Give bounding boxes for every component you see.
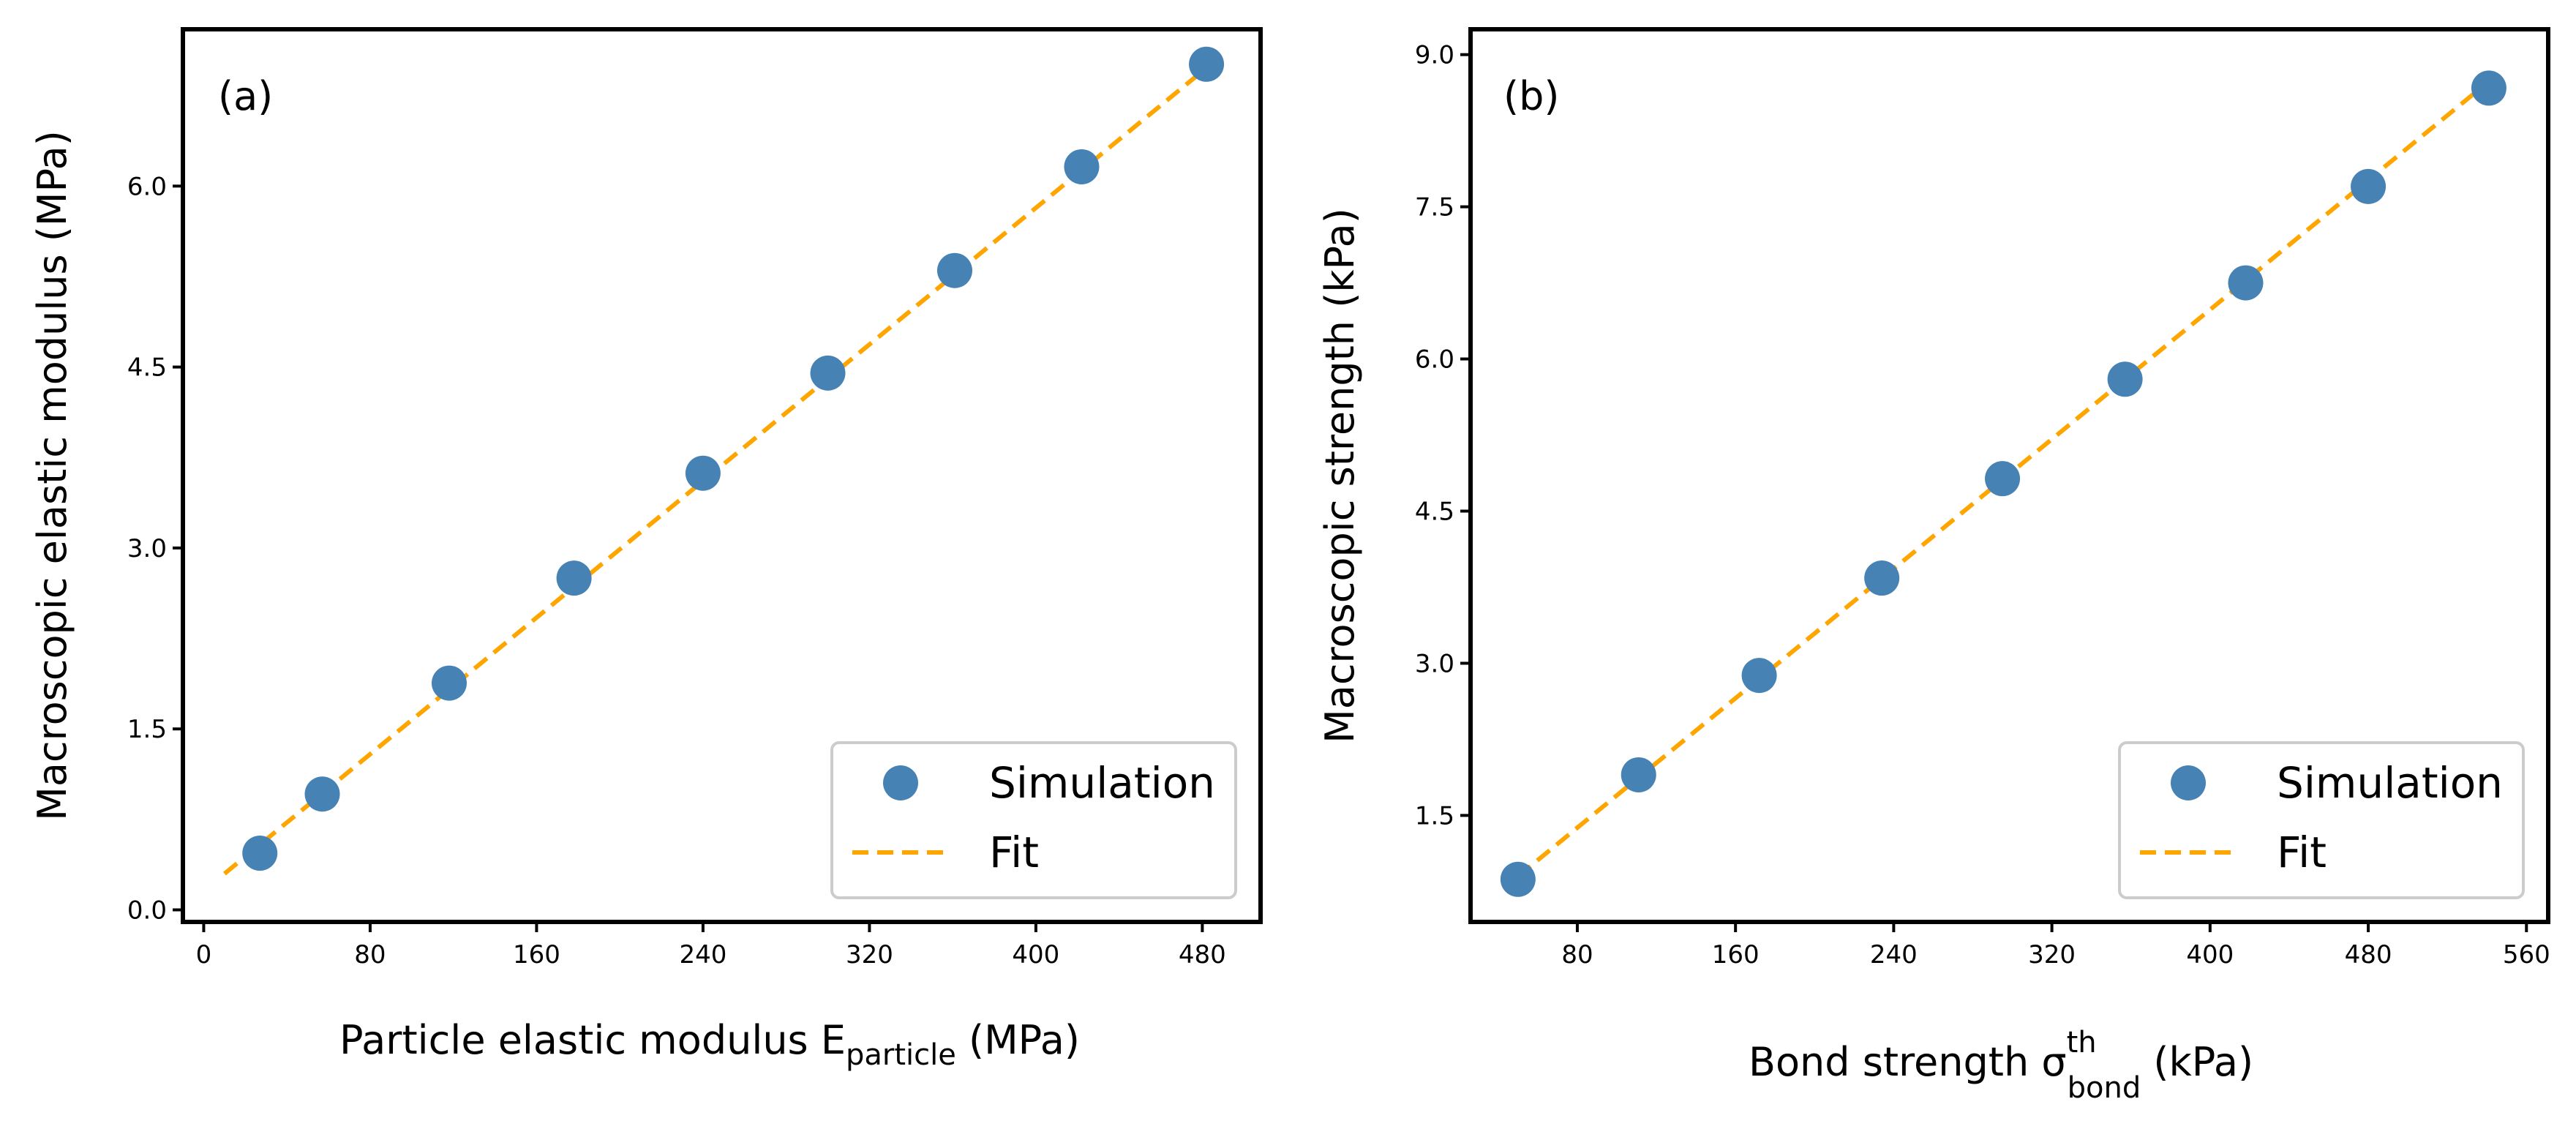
y-tick-label: 1.5 (1415, 801, 1454, 830)
plot-frame (1468, 27, 2550, 924)
y-tick-label: 9.0 (1415, 41, 1454, 70)
x-tick-label: 240 (679, 940, 726, 969)
x-tick-label: 160 (1712, 940, 1760, 969)
y-tick-label: 4.5 (127, 353, 167, 383)
simulation-point (2107, 361, 2143, 397)
legend: Simulation Fit (830, 741, 1237, 899)
y-tick-label: 1.5 (127, 715, 167, 744)
y-tick-label: 6.0 (1415, 345, 1454, 375)
legend-simulation-marker (883, 765, 918, 800)
x-tick-label: 480 (2345, 940, 2392, 969)
x-tick-label: 0 (196, 940, 212, 969)
simulation-point (304, 776, 340, 812)
y-axis-title: Macroscopic elastic modulus (MPa) (29, 130, 75, 821)
x-tick-label: 320 (846, 940, 893, 969)
x-tick-label: 560 (2503, 940, 2550, 969)
x-axis-title: Particle elastic modulus Eparticle (MPa) (339, 1017, 1080, 1072)
panel-a: 0 80 160 240 320 400 480 0.0 1.5 3.0 4.5 6.0 (a) P… (29, 27, 1263, 1072)
y-tick-label: 7.5 (1415, 193, 1454, 222)
simulation-point (2228, 265, 2264, 301)
x-tick-label: 400 (1012, 940, 1059, 969)
x-ticks: 0 80 160 240 320 400 480 (196, 922, 1226, 969)
simulation-point (431, 665, 467, 701)
simulation-point (1985, 461, 2021, 497)
x-axis-title: Bond strength σth bond (kPa) (1749, 1026, 2253, 1105)
plot-frame (181, 27, 1263, 924)
y-ticks: 1.5 3.0 4.5 6.0 7.5 9.0 (1415, 41, 1471, 830)
legend: Simulation Fit (2118, 741, 2525, 899)
x-tick-label: 160 (513, 940, 560, 969)
panel-b: 80 160 240 320 400 480 560 1.53.04.56.07.59.0 … (1317, 27, 2550, 1105)
legend-fit-label: Fit (2277, 828, 2327, 877)
points-layer (242, 46, 1225, 871)
simulation-point (1741, 658, 1777, 694)
y-tick-label: 4.5 (1415, 498, 1454, 527)
panel-label: (a) (218, 73, 273, 119)
legend-simulation-label: Simulation (989, 758, 1215, 808)
simulation-point (2471, 70, 2506, 106)
y-ticks: 0.0 1.5 3.0 4.5 6.0 (127, 172, 183, 926)
simulation-point (1621, 757, 1656, 792)
y-tick-label: 6.0 (127, 172, 167, 201)
legend-simulation-marker (2171, 765, 2206, 800)
x-tick-label: 80 (354, 940, 386, 969)
x-tick-label: 480 (1179, 940, 1226, 969)
x-tick-label: 80 (1561, 940, 1593, 969)
y-tick-label: 3.0 (1415, 649, 1454, 678)
panel-label: (b) (1503, 73, 1559, 119)
y-tick-label: 0.0 (127, 896, 167, 926)
y-tick-label: 3.0 (127, 534, 167, 563)
simulation-point (242, 836, 278, 871)
legend-fit-label: Fit (989, 828, 1039, 877)
simulation-point (685, 455, 721, 491)
simulation-point (1864, 560, 1900, 596)
legend-box (2118, 741, 2525, 899)
x-ticks: 80 160 240 320 400 480 560 (1561, 922, 2550, 969)
simulation-point (936, 252, 972, 288)
simulation-point (2351, 168, 2387, 204)
y-axis-title: Macroscopic strength (kPa) (1317, 208, 1363, 743)
x-tick-label: 240 (1870, 940, 1918, 969)
simulation-point (556, 560, 592, 596)
simulation-point (1500, 861, 1536, 897)
legend-simulation-label: Simulation (2277, 758, 2503, 808)
simulation-point (1064, 149, 1100, 184)
x-tick-label: 400 (2186, 940, 2234, 969)
x-tick-label: 320 (2028, 940, 2076, 969)
simulation-point (1189, 46, 1225, 82)
simulation-point (810, 355, 846, 391)
legend-box (830, 741, 1237, 899)
points-layer (1500, 70, 2506, 897)
